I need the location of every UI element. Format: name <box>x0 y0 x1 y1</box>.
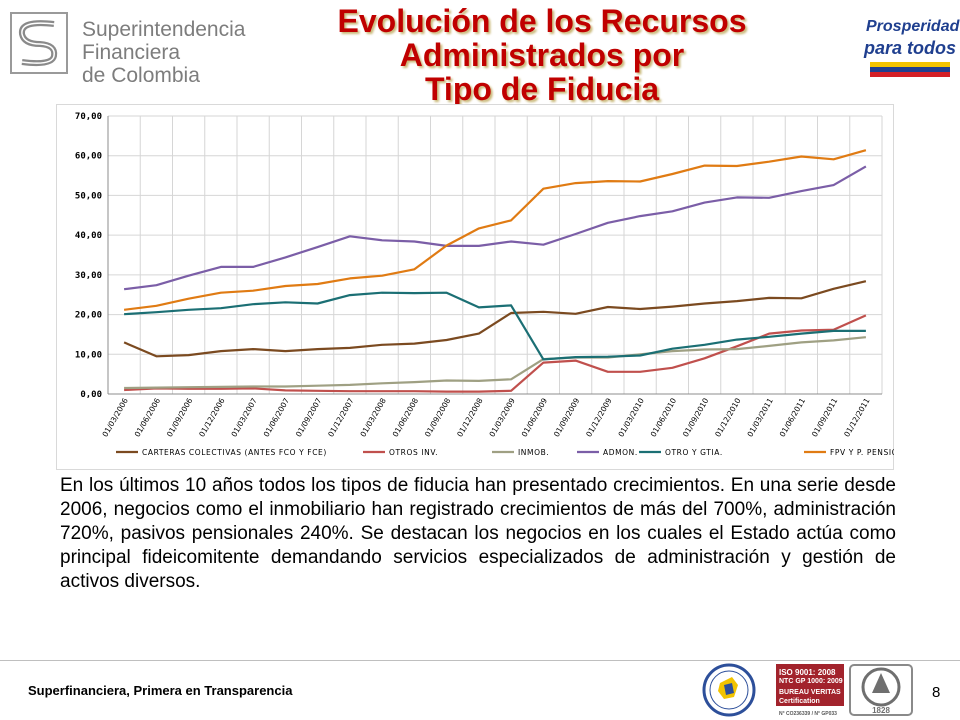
legend-label: INMOB. <box>518 448 549 457</box>
iso-certification-badge: ISO 9001: 2008 NTC GP 1000: 2009 BUREAU … <box>776 664 844 719</box>
slide-title-line-2: Tipo de Fiducia <box>424 71 660 107</box>
prosperidad-logo: Prosperidad para todos <box>860 12 960 82</box>
legend-label: OTROS INV. <box>389 448 438 457</box>
cert-line-3: BUREAU VERITAS <box>779 689 841 696</box>
cert-line-1: ISO 9001: 2008 <box>779 668 836 677</box>
logo-line-1: Superintendencia <box>82 18 246 41</box>
y-tick-label: 40,00 <box>75 231 102 241</box>
flag-stripe-blue <box>870 67 950 72</box>
superfinanciera-logo: Superintendencia Financiera de Colombia <box>6 8 245 87</box>
bureau-veritas-seal-icon: 1828 <box>849 664 913 716</box>
slide-title: Evolución de los Recursos Administrados … <box>222 4 862 106</box>
prosperidad-line-1: Prosperidad <box>866 18 960 35</box>
legend-label: OTRO Y GTIA. <box>665 448 723 457</box>
series-line-6 <box>123 149 867 311</box>
page-number: 8 <box>932 684 941 701</box>
slide-title-line-1: Evolución de los Recursos Administrados … <box>337 3 747 73</box>
y-tick-label: 20,00 <box>75 311 102 321</box>
certification-seal-icon <box>702 663 756 717</box>
logo-line-3: de Colombia <box>82 64 200 87</box>
y-tick-label: 70,00 <box>75 112 102 122</box>
superfinanciera-s-icon <box>10 12 68 74</box>
footer-divider <box>0 660 960 661</box>
series-line-4 <box>123 165 867 291</box>
cert-line-4: Certification <box>779 698 820 705</box>
series-line-3 <box>124 336 867 390</box>
line-chart-svg: 0,0010,0020,0030,0040,0050,0060,0070,000… <box>56 104 894 470</box>
y-tick-label: 0,00 <box>80 390 102 400</box>
legend-label: FPV Y P. PENSIO <box>830 448 894 457</box>
footer-tagline: Superfinanciera, Primera en Transparenci… <box>28 683 293 698</box>
logo-line-2: Financiera <box>82 41 181 64</box>
prosperidad-line-2: para todos <box>864 38 957 58</box>
legend-label: ADMON. <box>603 448 638 457</box>
line-chart: 0,00 10,00 20,00 30,00 40,00 50,00 60,00 70,00 0… <box>56 104 894 470</box>
legend-label: CARTERAS COLECTIVAS (ANTES FCO Y FCE) <box>142 448 327 457</box>
series-line-5 <box>124 291 866 361</box>
cert-number: N° CO236339 / N° GP033 <box>776 706 844 719</box>
chart-frame <box>56 104 894 470</box>
description-paragraph: En los últimos 10 años todos los tipos d… <box>60 475 896 592</box>
logo-text: Superintendencia Financiera de Colombia <box>82 18 245 87</box>
cert-line-2: NTC GP 1000: 2009 <box>779 678 843 685</box>
series-line-2 <box>124 314 867 393</box>
y-tick-label: 30,00 <box>75 271 102 281</box>
flag-stripe-red <box>870 72 950 77</box>
y-tick-label: 10,00 <box>75 350 102 360</box>
series-line-1 <box>123 280 867 358</box>
y-tick-label: 50,00 <box>75 191 102 201</box>
y-tick-label: 60,00 <box>75 152 102 162</box>
flag-stripe-yellow <box>870 62 950 67</box>
bv-year: 1828 <box>872 706 890 715</box>
